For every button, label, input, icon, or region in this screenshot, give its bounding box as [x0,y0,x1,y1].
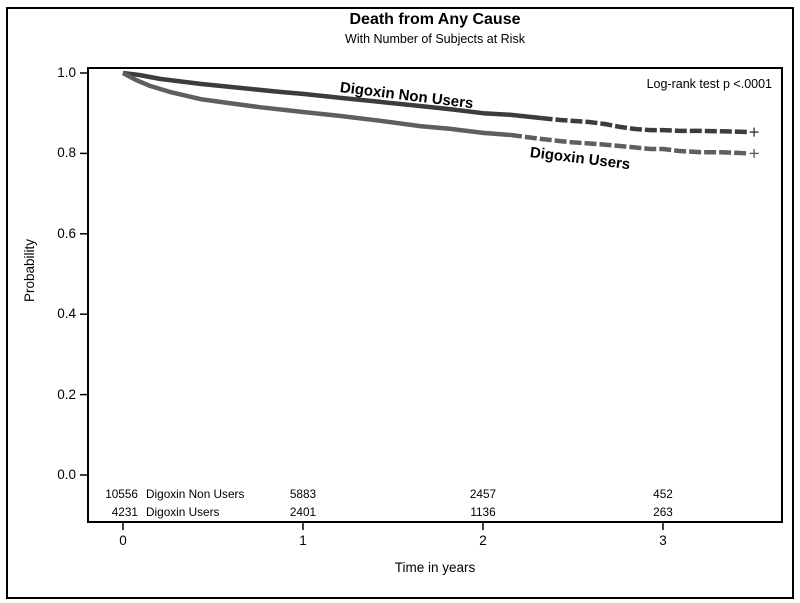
x-axis-title: Time in years [394,560,476,575]
at-risk-count: 263 [653,505,673,519]
x-tick-label: 0 [119,533,127,548]
y-tick-label: 0.8 [57,145,76,161]
at-risk-count: 1136 [470,505,496,519]
km-curve [122,70,541,121]
at-risk-label: Digoxin Users [146,505,220,519]
y-tick-label: 0.6 [57,225,76,241]
at-risk-count: 2457 [469,487,497,501]
x-tick-label: 3 [659,533,667,548]
at-risk-label: Digoxin Non Users [146,487,245,501]
y-tick-label: 0.2 [57,386,76,402]
at-risk-count: 452 [653,487,673,501]
at-risk-count: 4231 [111,505,138,519]
y-axis-title: Probability [22,238,37,302]
km-curve [121,71,511,138]
x-tick-label: 2 [479,533,487,548]
y-tick-label: 1.0 [57,65,76,80]
at-risk-count: 10556 [105,487,138,501]
plot-box [87,67,783,523]
logrank-annotation: Log-rank test p <.0001 [646,77,772,91]
km-curve-censored-tail [509,132,748,156]
y-tick-label: 0.4 [57,306,76,322]
at-risk-count: 2401 [289,505,317,519]
y-tick-label: 0.0 [57,467,76,482]
km-curve-censored-tail [540,115,748,135]
chart-subtitle: With Number of Subjects at Risk [345,32,525,46]
chart-title: Death from Any Cause [349,11,521,28]
x-tick-label: 1 [299,533,307,548]
at-risk-count: 5883 [289,487,317,501]
